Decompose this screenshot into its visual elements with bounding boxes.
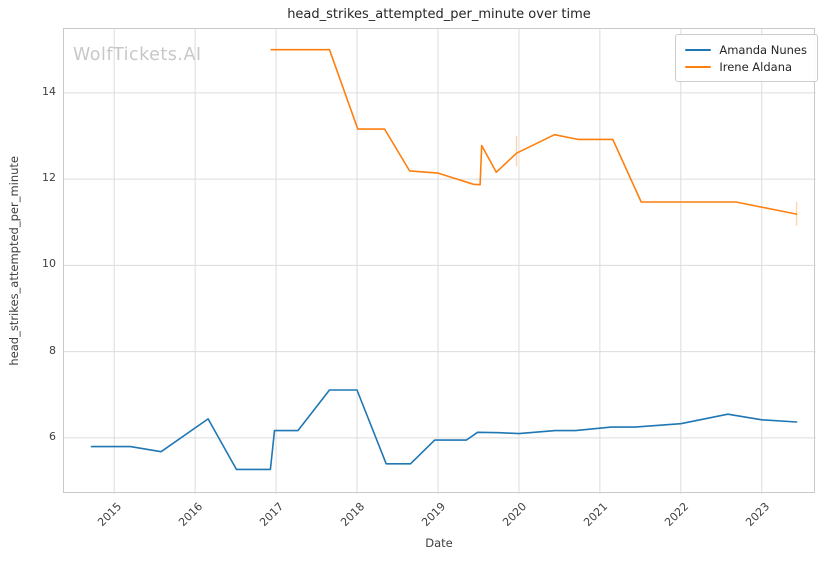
legend-label: Irene Aldana — [719, 59, 793, 74]
x-tick-label: 2022 — [662, 500, 692, 529]
chart-title: head_strikes_attempted_per_minute over t… — [287, 7, 591, 22]
x-tick-label: 2023 — [742, 500, 772, 529]
y-axis-label-wrap: head_strikes_attempted_per_minute — [4, 28, 24, 493]
x-tick-label: 2020 — [500, 500, 530, 529]
x-tick-label: 2017 — [257, 500, 287, 529]
y-tick-label: 10 — [42, 257, 56, 271]
series-line-irene-aldana — [270, 48, 798, 215]
y-axis-label: head_strikes_attempted_per_minute — [7, 155, 21, 366]
y-tick-label: 12 — [42, 171, 56, 185]
x-tick-label: 2016 — [176, 500, 206, 529]
y-tick-label: 6 — [49, 429, 56, 443]
x-tick-label: 2018 — [338, 500, 368, 529]
plot-canvas — [64, 29, 816, 494]
x-axis-label: Date — [425, 536, 453, 550]
legend[interactable]: Amanda Nunes Irene Aldana — [675, 34, 818, 82]
x-tick-label: 2019 — [419, 500, 449, 529]
x-tick-label: 2021 — [581, 500, 611, 529]
x-tick-label: 2015 — [95, 500, 125, 529]
legend-label: Amanda Nunes — [719, 42, 807, 57]
y-tick-label: 8 — [49, 343, 56, 357]
y-tick-label: 14 — [42, 84, 56, 98]
legend-line-swatch-irene-aldana — [685, 65, 712, 68]
legend-item-irene-aldana: Irene Aldana — [685, 58, 807, 75]
watermark: WolfTickets.AI — [73, 45, 202, 65]
legend-line-swatch-amanda-nunes — [685, 48, 712, 51]
plot-area — [63, 28, 816, 494]
series-line-amanda-nunes — [90, 389, 798, 471]
legend-item-amanda-nunes: Amanda Nunes — [685, 41, 807, 58]
